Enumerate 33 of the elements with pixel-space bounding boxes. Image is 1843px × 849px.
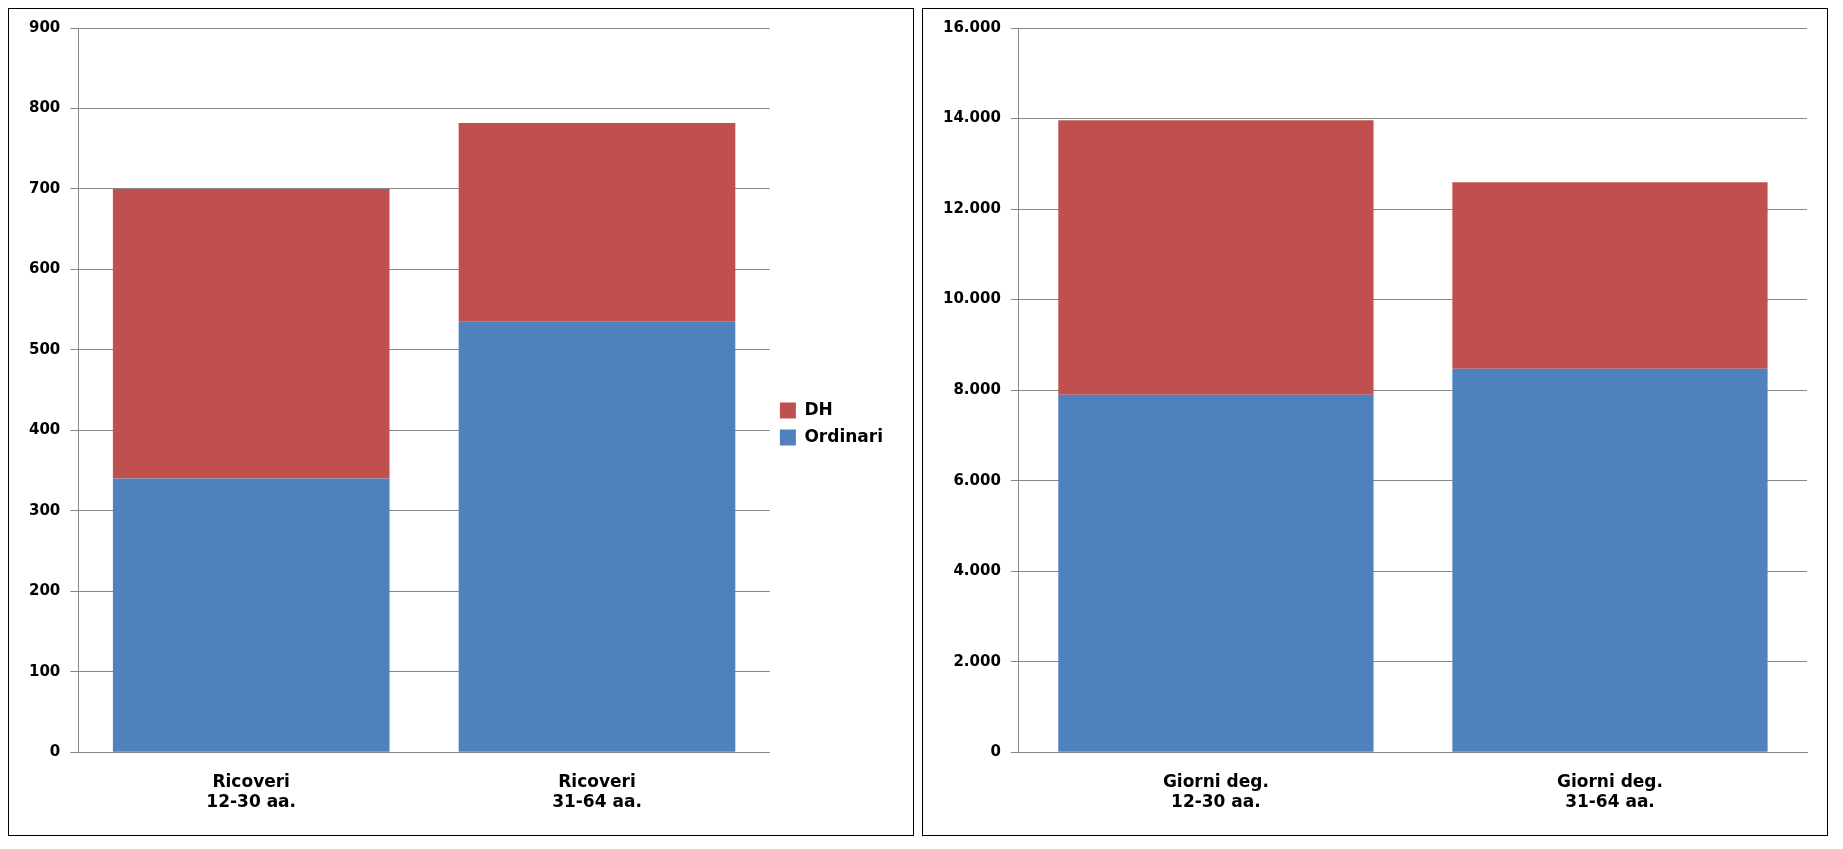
y-tick-label: 600 [29,259,61,278]
x-tick-label: Giorni deg. 31-64 aa. [1556,770,1663,812]
y-tick-label: 900 [29,17,61,36]
y-tick-label: 14.000 [942,108,1001,127]
y-tick-label: 12.000 [942,198,1001,217]
bar [458,321,736,752]
y-tick-label: 10.000 [942,289,1001,308]
y-tick-label: 700 [29,178,61,197]
y-tick-label: 8.000 [953,379,1001,398]
y-tick-label: 200 [29,581,61,600]
y-tick-label: 4.000 [953,561,1001,580]
bar [1452,368,1768,752]
bar [1058,394,1374,752]
bar [112,478,390,752]
x-tick-label: Ricoveri 12-30 aa. [206,770,297,812]
y-tick-label: 0 [49,742,61,761]
legend-label: Ordinari [804,425,884,446]
y-tick-label: 100 [29,661,61,680]
y-tick-label: 500 [29,339,61,358]
x-tick-label: Ricoveri 31-64 aa. [552,770,642,812]
y-tick-label: 400 [29,420,61,439]
y-tick-label: 2.000 [953,651,1001,670]
bar [1452,182,1768,369]
y-tick-label: 16.000 [942,17,1001,36]
bar [458,122,736,322]
y-tick-label: 300 [29,500,61,519]
y-tick-label: 6.000 [953,470,1001,489]
bar [112,188,390,479]
y-tick-label: 800 [29,98,61,117]
x-tick-label: Giorni deg. 12-30 aa. [1162,770,1269,812]
legend-label: DH [804,398,833,419]
bar [1058,120,1374,395]
y-tick-label: 0 [990,742,1001,761]
